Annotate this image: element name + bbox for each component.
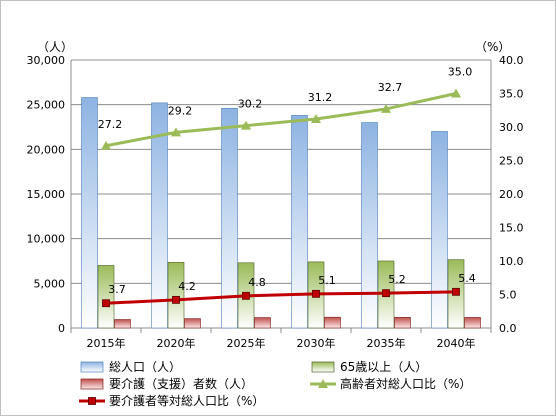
data-label: 4.8: [248, 276, 266, 289]
right-axis-tick-label: 35.0: [499, 88, 524, 101]
bar-2: [97, 265, 115, 329]
right-axis-tick-label: 30.0: [499, 121, 524, 134]
left-axis-tick-label: 0: [58, 322, 65, 335]
bar-1: [151, 102, 168, 329]
left-axis-tick-label: 10,000: [27, 233, 66, 246]
marker-triangle: [101, 140, 111, 150]
data-label: 5.2: [388, 273, 406, 286]
right-axis-tick-label: 25.0: [499, 155, 524, 168]
marker-triangle: [381, 103, 391, 113]
bar-3: [114, 319, 131, 329]
data-label: 27.2: [98, 118, 123, 131]
bar-3: [184, 318, 201, 329]
category-label: 2020年: [157, 336, 196, 350]
series-line-1: [105, 92, 457, 148]
marker-triangle: [311, 113, 321, 123]
legend-swatch: [80, 361, 104, 373]
data-label: 32.7: [378, 81, 403, 94]
data-label: 35.0: [448, 66, 473, 79]
marker-square: [172, 295, 180, 304]
legend-label: 高齢者対総人口比（%）: [340, 376, 471, 391]
legend-swatch: [80, 378, 104, 390]
left-axis-tick-label: 5,000: [34, 277, 66, 290]
data-label: 3.7: [108, 283, 126, 296]
series-line-2: [105, 290, 457, 305]
category-label: 2030年: [297, 336, 336, 350]
marker-triangle: [241, 120, 251, 130]
right-axis-tick-label: 20.0: [499, 188, 524, 201]
legend-label: 要介護（支援）者数（人）: [109, 376, 253, 391]
data-label: 30.2: [238, 98, 263, 111]
marker-square: [242, 291, 250, 300]
left-axis-tick-label: 30,000: [27, 54, 66, 67]
category-label: 2025年: [227, 336, 266, 350]
left-axis-tick-label: 25,000: [27, 99, 66, 112]
right-axis-tick-label: 0.0: [499, 322, 517, 335]
legend-marker-triangle: [318, 379, 328, 388]
data-label: 31.2: [308, 91, 333, 104]
bar-3: [464, 317, 481, 329]
legend-swatch: [311, 361, 335, 373]
marker-square: [102, 299, 110, 308]
bar-1: [291, 115, 308, 329]
data-label: 5.4: [458, 272, 476, 285]
legend-label: 要介護者等対総人口比（%）: [109, 393, 264, 408]
right-axis-tick-label: 10.0: [499, 255, 524, 268]
data-label: 5.1: [318, 274, 336, 287]
legend-marker-square: [88, 397, 96, 405]
legend-label: 総人口（人）: [109, 360, 181, 374]
marker-square: [312, 289, 320, 298]
marker-triangle: [171, 127, 181, 137]
bar-2: [167, 262, 185, 329]
category-label: 2040年: [437, 336, 476, 350]
bar-3: [254, 317, 271, 329]
marker-square: [452, 287, 460, 296]
left-axis-unit: （人）: [37, 40, 73, 54]
category-label: 2015年: [87, 336, 126, 350]
data-label: 29.2: [168, 104, 193, 117]
legend-label: 65歳以上（人）: [340, 360, 427, 374]
bar-1: [81, 97, 98, 329]
right-axis-tick-label: 40.0: [499, 54, 524, 67]
left-axis-tick-label: 20,000: [27, 143, 66, 156]
category-label: 2035年: [367, 336, 406, 350]
bar-3: [394, 317, 411, 329]
marker-triangle: [451, 88, 461, 98]
bar-1: [431, 131, 448, 329]
marker-square: [382, 289, 390, 298]
bar-1: [221, 107, 238, 329]
bar-1: [361, 122, 378, 329]
left-axis-tick-label: 15,000: [27, 188, 66, 201]
right-axis-tick-label: 5.0: [499, 289, 517, 302]
bar-3: [324, 316, 341, 329]
data-label: 4.2: [178, 280, 196, 293]
right-axis-tick-label: 15.0: [499, 222, 524, 235]
right-axis-unit: （%）: [475, 40, 510, 54]
